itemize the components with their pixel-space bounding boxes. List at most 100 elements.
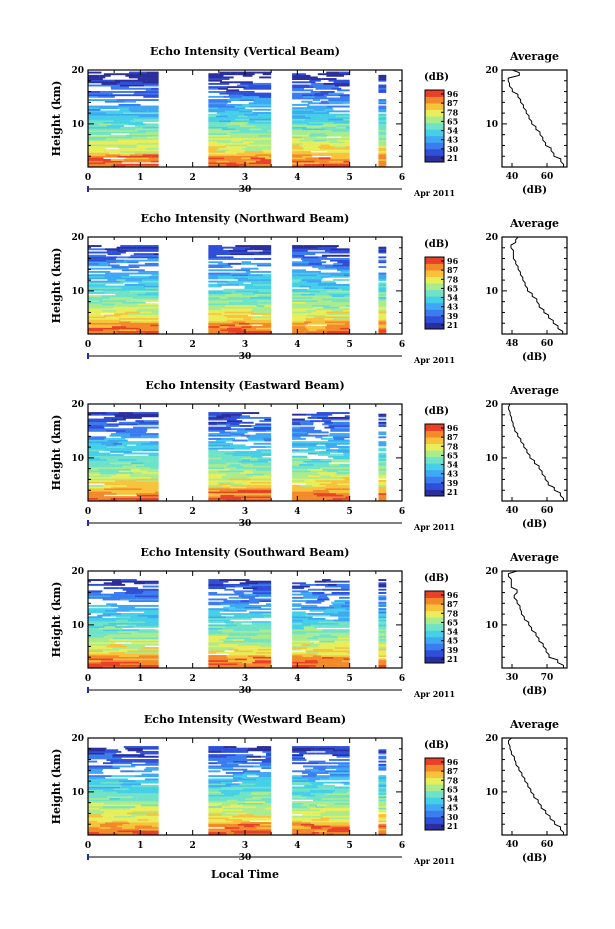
heatmap-cell [378,598,387,601]
heatmap-cell [315,308,325,311]
heatmap-cell [136,494,159,497]
heatmap-cell [145,131,159,134]
heatmap-cell [318,113,350,116]
heatmap-cell [308,329,317,332]
heatmap-cell [225,783,240,786]
heatmap-cell [223,606,236,609]
heatmap-cell [144,768,159,771]
heatmap-cell [224,118,236,121]
heatmap-cell [150,160,159,163]
heatmap-cell [255,120,272,123]
heatmap-cell [88,595,111,598]
heatmap-cell [88,120,114,123]
heatmap-cell [240,416,272,419]
heatmap-cell [378,115,387,118]
heatmap-cell [333,791,348,794]
heatmap-cell [116,105,137,108]
heatmap-cell [334,613,350,615]
heatmap-cell [109,797,120,800]
heatmap-cell [300,293,316,296]
heatmap-cell [340,293,350,296]
beam-panel-3: Echo Intensity (Southward Beam)0 1 2 3 4 5 610… [50,546,568,699]
heatmap-cell [88,801,103,803]
heatmap-cell [242,627,261,630]
heatmap-cell [105,311,125,314]
heatmap-cell [131,468,141,471]
heatmap-cell [319,497,333,500]
heatmap-cell [256,304,265,307]
heatmap-cell [328,118,344,121]
heatmap-cell [307,805,315,808]
heatmap-cell [104,275,122,278]
heatmap-cell [222,476,240,479]
heatmap-cell [333,833,350,836]
heatmap-cell [88,770,103,773]
heatmap-cell [338,593,350,596]
heatmap-cell [114,813,132,816]
heatmap-cell [208,579,219,581]
heatmap-cell [228,659,255,662]
heatmap-cell [246,436,272,439]
heatmap-cell [221,308,238,311]
heatmap-cell [137,614,159,617]
heatmap-cell [292,750,307,753]
heatmap-cell [221,437,236,440]
x-tick-label: 0 [85,173,91,183]
heatmap-cell [292,144,300,147]
heatmap-cell [326,290,350,293]
heatmap-cell [227,126,244,129]
heatmap-cell [378,91,387,93]
heatmap-cell [142,449,159,452]
heatmap-cell [135,478,159,481]
heatmap-cell [329,491,350,494]
heatmap-cell [215,439,233,442]
heatmap-cell [222,630,241,633]
heatmap-cell [208,433,230,436]
heatmap-cell [138,629,156,632]
heatmap-cell [378,329,387,332]
heatmap-cell [378,158,387,161]
heatmap-cell [292,746,319,748]
heatmap-cell [302,128,313,131]
heatmap-cell [139,828,159,831]
heatmap-cell [248,437,264,440]
heatmap-cell [208,655,227,657]
heatmap-cell [234,646,249,649]
heatmap-cell [255,423,272,426]
heatmap-cell [292,608,307,611]
x-tick-label: 1 [137,674,143,684]
heatmap-cell [118,317,159,320]
heatmap-cell [224,416,241,419]
average-y-tick-label: 20 [485,66,498,76]
heatmap-cell [306,810,326,813]
heatmap-cell [118,421,139,424]
heatmap-cell [343,160,350,163]
heatmap-cell [305,650,320,653]
heatmap-cell [378,809,387,812]
heatmap-cell [378,794,387,797]
heatmap-cell [88,141,111,144]
heatmap-cell [313,765,329,768]
heatmap-cell [88,470,106,473]
heatmap-cell [307,637,319,640]
heatmap-cell [292,804,301,807]
heatmap-cell [292,108,305,111]
heatmap-cell [106,750,122,753]
heatmap-cell [241,261,251,264]
heatmap-cell [88,637,113,640]
heatmap-cell [329,319,339,322]
heatmap-cell [208,757,229,760]
heatmap-cell [147,258,159,260]
heatmap-cell [378,468,387,471]
heatmap-cell [292,775,302,778]
heatmap-cell [333,653,350,656]
heatmap-cell [99,91,122,93]
date-day-label: 30 [239,686,252,696]
heatmap-cell [122,447,135,450]
heatmap-cell [119,587,138,590]
heatmap-cell [224,467,236,469]
heatmap-cell [230,483,243,486]
heatmap-cell [131,642,159,645]
heatmap-cell [308,144,321,147]
heatmap-cell [347,791,350,794]
